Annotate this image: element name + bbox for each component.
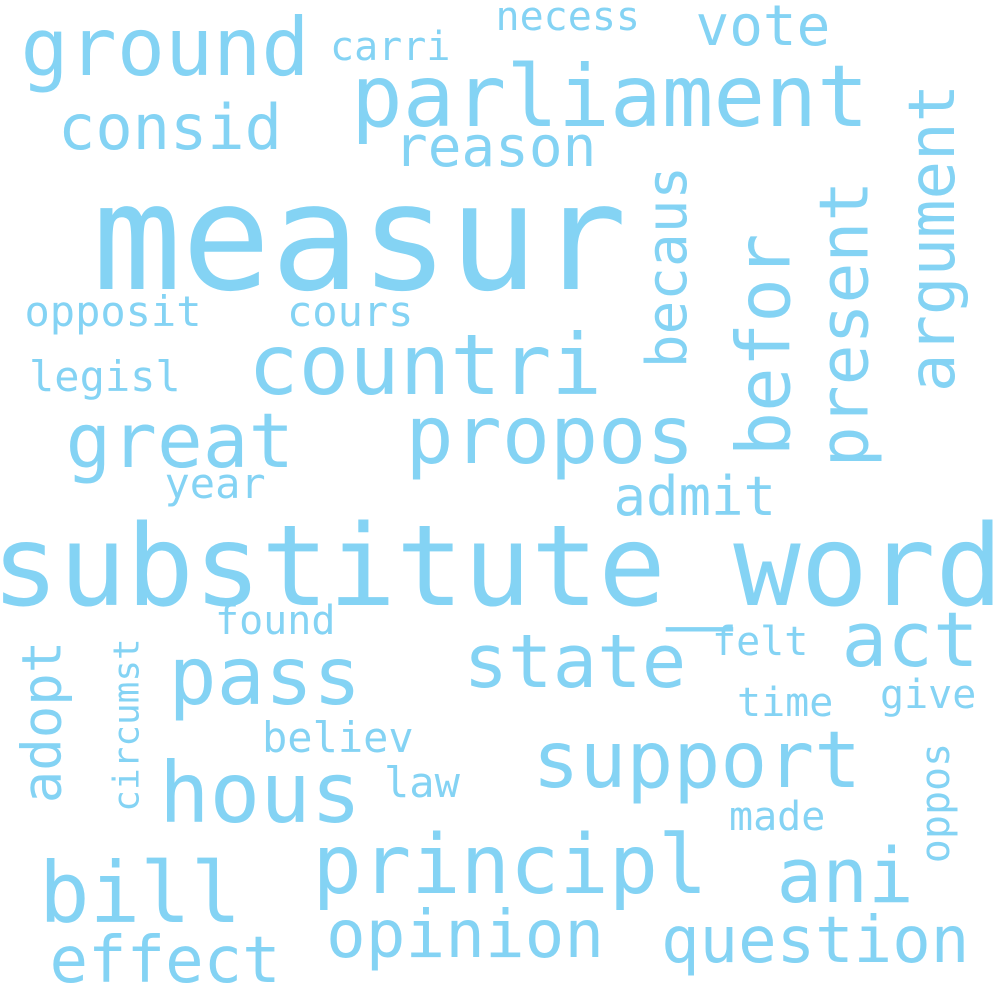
word-ground: ground [20, 1, 310, 94]
word-circumst: circumst [106, 638, 148, 812]
word-consid: consid [58, 91, 282, 164]
word-year: year [164, 459, 266, 508]
word-countri: countri [248, 316, 603, 414]
word-reason: reason [394, 115, 597, 180]
word-legisl: legisl [29, 352, 181, 401]
word-opinion: opinion [326, 896, 605, 973]
word-carri: carri [330, 24, 451, 70]
word-made: made [729, 794, 826, 840]
word-adopt: adopt [9, 640, 73, 804]
word-great: great [65, 396, 295, 485]
word-befor: befor [720, 233, 807, 457]
word-law: law [384, 758, 460, 807]
word-bill: bill [39, 844, 242, 942]
word-felt: felt [712, 619, 809, 665]
word-act: act [841, 595, 979, 684]
word-support: support [532, 716, 862, 806]
word-hous: hous [159, 744, 362, 842]
word-admit: admit [613, 465, 777, 528]
word-give: give [880, 672, 977, 718]
word-measur: measur [92, 152, 628, 324]
word-ani: ani [776, 831, 914, 920]
word-vote: vote [695, 0, 831, 59]
word-question: question [661, 904, 970, 978]
word-pass: pass [168, 630, 362, 723]
word-principl: principl [312, 818, 708, 913]
word-present: present [804, 180, 884, 468]
word-opposit: opposit [24, 287, 202, 336]
word-becaus: becaus [635, 165, 701, 369]
word-cours: cours [287, 287, 414, 336]
word-found: found [215, 598, 336, 644]
word-effect: effect [49, 924, 281, 998]
word-propos: propos [405, 389, 695, 482]
word-believ: believ [262, 713, 414, 762]
word-parliament: parliament [351, 47, 869, 147]
word-oppos: oppos [913, 742, 960, 864]
word-argument: argument [896, 83, 971, 393]
word-state: state [463, 619, 687, 705]
word-necess: necess [495, 0, 641, 40]
word-time: time [737, 680, 834, 726]
word-substitute-word: substitute_word [0, 502, 1000, 632]
